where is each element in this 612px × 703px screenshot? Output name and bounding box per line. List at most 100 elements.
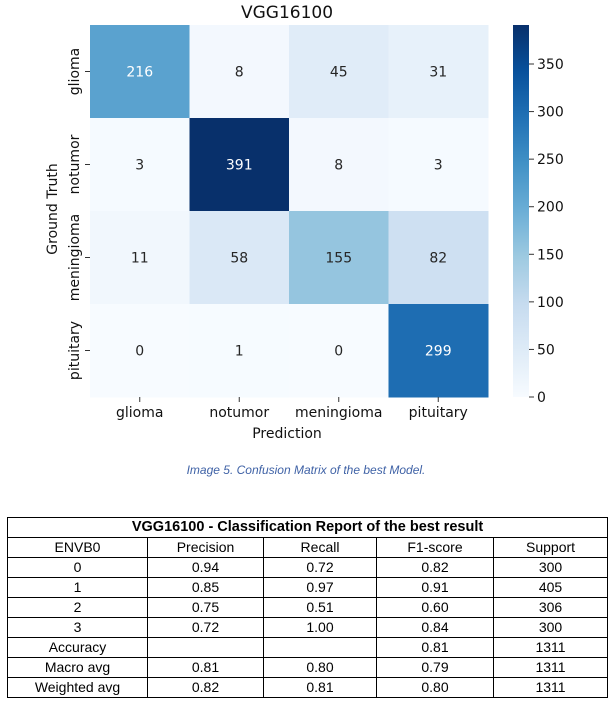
- cell-value-label: 11: [131, 251, 149, 267]
- report-cell: 0.84: [376, 617, 494, 638]
- report-cell: 0.85: [147, 577, 264, 598]
- cell-value-label: 8: [235, 65, 244, 81]
- report-cell: 0: [7, 557, 148, 578]
- chart-title: VGG16100: [241, 3, 333, 23]
- report-cell: 3: [7, 617, 148, 638]
- cell-value-label: 1: [235, 344, 244, 360]
- cell-value-label: 82: [429, 251, 447, 267]
- heatmap-cell: [388, 118, 489, 212]
- heatmap-cell: [388, 304, 489, 398]
- cell-value-label: 8: [334, 158, 343, 174]
- x-axis-label: Prediction: [252, 426, 322, 442]
- report-cell: [147, 637, 264, 658]
- confusion-matrix-chart: VGG16100 216 8 45 31 3 391 8 3 11 58 155 82 0 1 0 299 g…: [45, 3, 564, 442]
- x-tick-label: glioma: [116, 405, 163, 421]
- y-tick-label: meningioma: [67, 214, 83, 301]
- colorbar-tick-label: 100: [537, 295, 564, 311]
- report-cell: 300: [492, 557, 609, 578]
- report-cell: 0.81: [263, 677, 377, 698]
- report-row: Weighted avg 0.82 0.81 0.80 1311: [7, 677, 609, 698]
- cell-value-label: 45: [330, 65, 348, 81]
- report-cell: 1: [7, 577, 148, 598]
- heatmap-cell: [90, 118, 190, 212]
- report-row: 3 0.72 1.00 0.84 300: [7, 617, 609, 638]
- x-tick-label: meningioma: [295, 405, 382, 421]
- figure-caption: Image 5. Confusion Matrix of the best Mo…: [186, 463, 426, 477]
- heatmap-cell: [388, 211, 489, 305]
- heatmap-cell: [289, 211, 389, 305]
- colorbar-tick-label: 300: [537, 105, 564, 121]
- report-cell: 0.75: [147, 597, 264, 618]
- cell-value-label: 216: [126, 65, 153, 81]
- colorbar-tick-label: 250: [537, 152, 564, 168]
- report-column-header: Support: [492, 537, 609, 558]
- report-cell: [263, 637, 377, 658]
- cell-value-label: 3: [135, 158, 144, 174]
- heatmap-cell: [90, 304, 190, 398]
- report-row: Accuracy 0.81 1311: [7, 637, 609, 658]
- report-cell: 0.82: [376, 557, 494, 578]
- report-row: 2 0.75 0.51 0.60 306: [7, 597, 609, 618]
- y-tick-label: pituitary: [67, 321, 83, 380]
- colorbar-tick-label: 150: [537, 247, 564, 263]
- report-cell: Weighted avg: [7, 677, 148, 698]
- y-tick-label: notumor: [67, 134, 83, 194]
- y-tick-label: glioma: [67, 48, 83, 95]
- report-header-row: ENVB0 Precision Recall F1-score Support: [7, 537, 609, 558]
- report-cell: 0.97: [263, 577, 377, 598]
- colorbar: [513, 25, 529, 397]
- report-cell: 1311: [492, 677, 609, 698]
- report-column-header: Recall: [263, 537, 377, 558]
- cell-value-label: 3: [434, 158, 443, 174]
- heatmap-cell: [388, 25, 489, 119]
- x-axis-ticks: glioma notumor meningioma pituitary: [116, 397, 468, 421]
- report-cell: 300: [492, 617, 609, 638]
- report-row: 1 0.85 0.97 0.91 405: [7, 577, 609, 598]
- report-cell: 1311: [492, 657, 609, 678]
- cell-value-label: 31: [429, 65, 447, 81]
- report-cell: Macro avg: [7, 657, 148, 678]
- report-cell: 0.81: [376, 637, 494, 658]
- report-cell: 0.81: [147, 657, 264, 678]
- y-axis-label: Ground Truth: [45, 163, 61, 254]
- report-cell: 0.82: [147, 677, 264, 698]
- report-cell: 0.51: [263, 597, 377, 618]
- report-cell: 1.00: [263, 617, 377, 638]
- report-cell: 0.94: [147, 557, 264, 578]
- heatmap-cell: [90, 211, 190, 305]
- colorbar-ticks: 0 50 100 150 200 250 300 350: [529, 57, 564, 406]
- heatmap-cell: [189, 25, 290, 119]
- colorbar-tick-label: 350: [537, 57, 564, 73]
- colorbar-tick-label: 50: [537, 342, 555, 358]
- report-cell: 0.91: [376, 577, 494, 598]
- report-cell: 0.80: [263, 657, 377, 678]
- x-tick-label: pituitary: [409, 405, 468, 421]
- report-cell: 0.60: [376, 597, 494, 618]
- report-cell: 0.72: [263, 557, 377, 578]
- report-column-header: Precision: [147, 537, 264, 558]
- report-cell: 0.80: [376, 677, 494, 698]
- heatmap-cell: [189, 118, 290, 212]
- heatmap-cell: [289, 118, 389, 212]
- heatmap-cell: [189, 211, 290, 305]
- heatmap-cell: [289, 304, 389, 398]
- report-column-header: ENVB0: [7, 537, 148, 558]
- report-column-header: F1-score: [376, 537, 494, 558]
- report-cell: 2: [7, 597, 148, 618]
- heatmap-cell: [90, 25, 190, 119]
- report-cell: 1311: [492, 637, 609, 658]
- heatmap-cell: [289, 25, 389, 119]
- report-row: Macro avg 0.81 0.80 0.79 1311: [7, 657, 609, 678]
- cell-value-label: 155: [325, 251, 352, 267]
- x-tick-label: notumor: [209, 405, 269, 421]
- cell-value-label: 0: [135, 344, 144, 360]
- classification-report-table: VGG16100 - Classification Report of the …: [6, 517, 609, 698]
- report-title: VGG16100 - Classification Report of the …: [6, 517, 609, 538]
- report-cell: 306: [492, 597, 609, 618]
- colorbar-tick-label: 0: [537, 390, 546, 406]
- cell-value-label: 58: [230, 251, 248, 267]
- cell-value-label: 299: [425, 344, 452, 360]
- cell-value-label: 0: [334, 344, 343, 360]
- report-row: 0 0.94 0.72 0.82 300: [7, 557, 609, 578]
- report-cell: 0.79: [376, 657, 494, 678]
